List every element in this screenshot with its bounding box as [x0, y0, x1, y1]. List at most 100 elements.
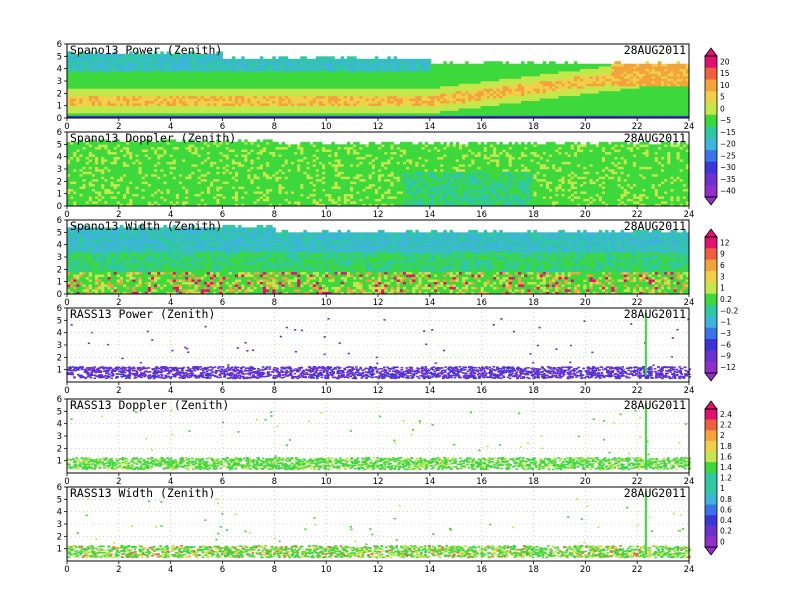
x-tick-label: 0	[64, 386, 69, 396]
x-tick-label: 0	[64, 477, 69, 487]
panel-date: 28AUG2011	[624, 43, 686, 57]
heatmap-cells	[67, 51, 690, 119]
x-tick-label: 16	[476, 565, 487, 575]
panel-title: RASS13 Doppler (Zenith)	[70, 398, 229, 412]
y-tick-label: 4	[57, 65, 62, 75]
x-tick-label: 20	[580, 122, 591, 132]
x-tick-label: 14	[424, 210, 435, 220]
heatmap-cells	[67, 224, 690, 295]
x-tick-label: 22	[632, 565, 643, 575]
x-tick-label: 0	[64, 122, 69, 132]
x-tick-label: 20	[580, 565, 591, 575]
colorbar-label: −12	[720, 363, 736, 372]
y-tick-label: 4	[57, 241, 62, 251]
colorbar-segment	[705, 56, 717, 69]
colorbar-label: 0.6	[720, 505, 732, 514]
colorbar-label: 0.8	[720, 495, 732, 504]
colorbar-segment	[705, 451, 717, 463]
x-tick-label: 12	[373, 210, 384, 220]
y-tick-label: 1	[57, 190, 62, 200]
colorbar-label: 0.2	[720, 295, 732, 304]
heatmap-cells	[67, 139, 690, 207]
panel-title: RASS13 Power (Zenith)	[70, 307, 215, 321]
x-tick-label: 22	[632, 386, 643, 396]
colorbar-segment	[705, 173, 717, 186]
x-tick-label: 18	[528, 122, 539, 132]
x-tick-label: 4	[168, 386, 173, 396]
x-tick-label: 16	[476, 210, 487, 220]
x-tick-label: 18	[528, 386, 539, 396]
x-tick-label: 22	[632, 298, 643, 308]
x-tick-label: 8	[272, 386, 277, 396]
panel-title: Spano13 Power (Zenith)	[70, 43, 222, 57]
colorbar-segment	[705, 515, 717, 527]
colorbar-arrow-bottom	[704, 372, 718, 382]
panel-title: Spano13 Width (Zenith)	[70, 219, 222, 233]
panel-title: RASS13 Width (Zenith)	[70, 486, 215, 500]
colorbar-label: 10	[720, 81, 730, 90]
x-tick-label: 14	[424, 477, 435, 487]
y-tick-label: 2	[57, 177, 62, 187]
colorbar-segment	[705, 91, 717, 104]
colorbar-frame	[704, 408, 718, 548]
x-tick-label: 6	[220, 386, 225, 396]
y-tick-label: 3	[57, 432, 62, 442]
colorbar-arrow-top	[704, 400, 718, 410]
x-tick-label: 2	[116, 477, 121, 487]
colorbar-label: 2.4	[720, 410, 732, 419]
colorbar-segment	[705, 419, 717, 431]
x-tick-label: 18	[528, 210, 539, 220]
colorbar-label: 5	[720, 93, 725, 102]
heatmap-cells	[67, 491, 692, 559]
colorbar-segment	[705, 67, 717, 80]
x-tick-label: 4	[168, 298, 173, 308]
y-tick-label: 3	[57, 520, 62, 530]
colorbar-label: 20	[720, 57, 730, 66]
x-tick-label: 0	[64, 210, 69, 220]
y-tick-label: 3	[57, 341, 62, 351]
colorbar-segment	[705, 79, 717, 92]
y-tick-label: 5	[57, 228, 62, 238]
x-tick-label: 24	[684, 565, 695, 575]
colorbar-segment	[705, 259, 717, 272]
colorbar-label: 6	[720, 261, 725, 270]
x-tick-label: 10	[321, 565, 332, 575]
colorbar-label: −20	[720, 140, 736, 149]
colorbar-segment	[705, 185, 717, 198]
x-tick-label: 24	[684, 210, 695, 220]
colorbar-label: −1	[720, 318, 731, 327]
x-tick-label: 12	[373, 298, 384, 308]
y-tick-label: 0	[57, 202, 62, 212]
colorbar-3: 2.4 2.22 1.81.6 1.4 1.21 0.80.6 0.4 0.20	[704, 400, 732, 556]
y-tick-label: 4	[57, 508, 62, 518]
x-tick-label: 0	[64, 565, 69, 575]
x-tick-label: 20	[580, 298, 591, 308]
y-tick-label: 2	[57, 353, 62, 363]
x-tick-label: 8	[272, 477, 277, 487]
y-tick-label: 2	[57, 532, 62, 542]
x-tick-label: 24	[684, 477, 695, 487]
colorbar-segment	[705, 361, 717, 374]
colorbar-segment	[705, 339, 717, 351]
x-tick-label: 8	[272, 298, 277, 308]
colorbar-label: −3	[720, 329, 731, 338]
x-tick-label: 6	[220, 477, 225, 487]
colorbar-label: 2	[720, 431, 725, 440]
colorbar-label: 1.8	[720, 442, 732, 451]
x-tick-label: 8	[272, 122, 277, 132]
colorbar-arrow-bottom	[704, 196, 718, 206]
colorbar-label: 15	[720, 69, 730, 78]
x-tick-label: 20	[580, 477, 591, 487]
y-tick-label: 4	[57, 329, 62, 339]
x-tick-label: 20	[580, 210, 591, 220]
x-tick-label: 8	[272, 210, 277, 220]
x-tick-label: 18	[528, 298, 539, 308]
y-tick-label: 0	[57, 290, 62, 300]
colorbar-label: 0.2	[720, 527, 732, 536]
colorbar-segment	[705, 525, 717, 537]
panel-date: 28AUG2011	[624, 219, 686, 233]
y-tick-label: 6	[57, 216, 62, 226]
